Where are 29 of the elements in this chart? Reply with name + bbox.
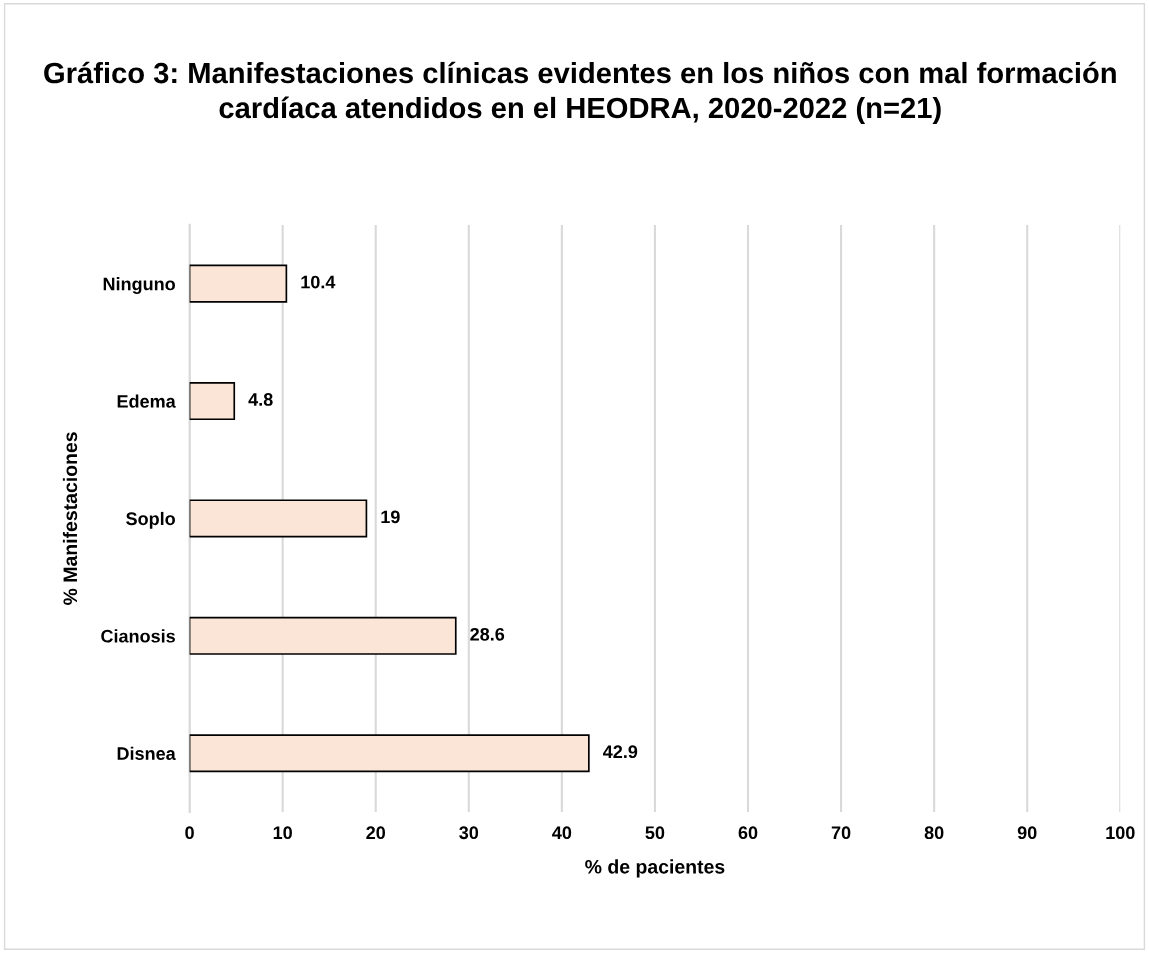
data-label: 28.6 — [470, 627, 505, 641]
x-tick-label: 80 — [924, 826, 944, 840]
x-tick-label: 70 — [831, 826, 851, 840]
x-tick-label: 0 — [185, 826, 194, 840]
x-tick-label: 10 — [273, 826, 292, 840]
data-label: 42.9 — [603, 745, 638, 759]
y-tick-label: Edema — [117, 394, 176, 408]
y-axis-title: % Manifestaciones — [62, 432, 78, 605]
bar — [189, 616, 457, 655]
bar — [189, 734, 590, 773]
y-tick-label: Ninguno — [103, 277, 175, 294]
bar — [189, 381, 236, 421]
x-tick-label: 100 — [1106, 826, 1135, 840]
x-tick-label: 60 — [738, 826, 758, 840]
y-tick-label: Soplo — [126, 511, 175, 529]
x-tick-label: 50 — [645, 826, 665, 840]
x-tick-label: 20 — [366, 826, 386, 840]
y-tick-label: Disnea — [117, 746, 176, 760]
bar — [189, 264, 288, 303]
x-axis-title: % de pacientes — [585, 859, 725, 878]
data-label: 4.8 — [248, 393, 273, 406]
chart-title: Gráfico 3: Manifestaciones clínicas evidentes en los niños con mal formación cardíaca atendidos en el HEODRA, 2020-2022 (n=21) — [44, 61, 1116, 125]
bar — [189, 499, 368, 538]
data-label: 19 — [381, 510, 400, 524]
x-tick-label: 90 — [1017, 826, 1037, 840]
x-tick-label: 30 — [459, 826, 479, 840]
x-tick-label: 40 — [552, 826, 572, 840]
y-tick-label: Cianosis — [101, 629, 175, 643]
data-label: 10.4 — [301, 275, 336, 289]
